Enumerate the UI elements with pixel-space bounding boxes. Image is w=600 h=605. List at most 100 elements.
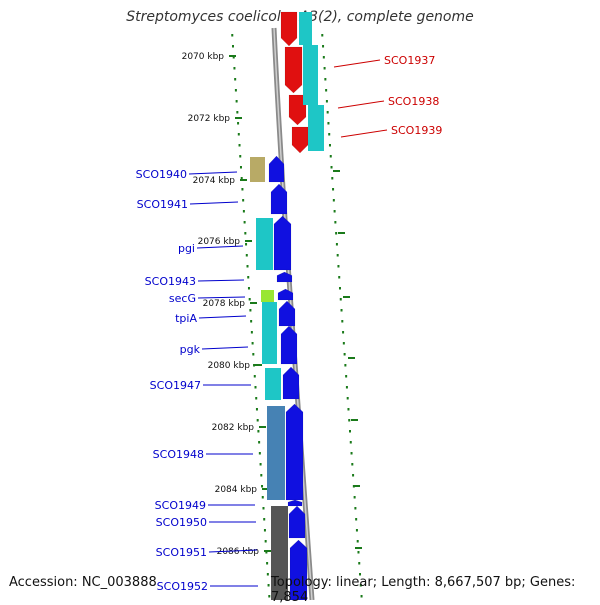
gene-leader-line [208, 549, 258, 553]
gene-arrow-forward [270, 183, 288, 215]
gene-leader-line [188, 171, 238, 175]
gene-arrow-forward [278, 300, 296, 327]
gene-label-sco1943[interactable]: SCO1943 [145, 275, 196, 288]
scale-dot-right [355, 529, 358, 532]
gene-label-secg[interactable]: secG [169, 292, 196, 305]
gene-label-sco1940[interactable]: SCO1940 [136, 168, 187, 181]
scale-dot [263, 529, 266, 532]
scale-dot [257, 430, 260, 433]
genome-summary-text: Topology: linear; Length: 8,667,507 bp; … [271, 575, 576, 605]
gene-label-sco1941[interactable]: SCO1941 [137, 198, 188, 211]
scale-dot [231, 34, 234, 37]
gene-label-tpia[interactable]: tpiA [175, 312, 197, 325]
accession-text: Accession: NC_003888 [9, 575, 157, 590]
gene-arrow-forward [280, 325, 298, 365]
gene-label-sco1947[interactable]: SCO1947 [150, 379, 201, 392]
scale-dot [251, 342, 254, 345]
scale-dot [267, 584, 270, 587]
scale-dot [253, 364, 256, 367]
scale-dot [263, 518, 266, 521]
scale-dot-right [349, 430, 351, 433]
scale-dot-right [330, 166, 333, 169]
gene-arrow-forward [285, 403, 304, 501]
scale-dot-right [359, 573, 362, 576]
scale-tick-label: 2076 kbp [198, 237, 241, 247]
scale-dot-right [355, 518, 358, 521]
gene-label-pgk[interactable]: pgk [180, 343, 201, 356]
gene-label-sco1951[interactable]: SCO1951 [156, 546, 207, 559]
gene-label-sco1948[interactable]: SCO1948 [153, 448, 204, 461]
gene-features [250, 11, 324, 600]
scale-dot-right [327, 122, 330, 125]
scale-dot-right [338, 287, 341, 290]
scale-dot [259, 463, 262, 466]
scale-dot [234, 78, 237, 81]
scale-dot-right [322, 45, 325, 48]
scale-dot-right [340, 309, 343, 312]
gene-leader-line [198, 315, 247, 319]
scale-dot-right [354, 507, 357, 510]
scale-dot-right [323, 67, 326, 70]
feature-block [256, 218, 273, 270]
scale-dot [253, 375, 256, 378]
gene-label-sco1949[interactable]: SCO1949 [155, 499, 206, 512]
scale-dot-right [357, 551, 360, 554]
scale-dot [241, 188, 244, 191]
scale-dot [247, 276, 250, 279]
gene-arrow-forward [277, 288, 294, 301]
gene-label-pgi[interactable]: pgi [178, 242, 195, 255]
gene-arrow-forward [289, 539, 308, 600]
gene-label-sco1952[interactable]: SCO1952 [157, 580, 208, 593]
scale-dot [245, 254, 248, 257]
scale-dot-right [347, 408, 350, 411]
scale-dot [232, 56, 235, 59]
scale-dot-right [332, 188, 335, 191]
scale-dot [258, 452, 261, 455]
scale-dot [237, 133, 240, 136]
scale-dot [240, 177, 243, 180]
scale-tick-label: 2080 kbp [208, 361, 251, 371]
scale-dot [248, 298, 251, 301]
gene-label-sco1937[interactable]: SCO1937 [384, 54, 435, 67]
scale-dot [234, 89, 237, 92]
gene-arrow-forward [268, 155, 285, 183]
gene-leader-line [333, 59, 381, 68]
scale-dot-right [341, 320, 344, 323]
scale-dot-right [349, 441, 352, 444]
scale-dot [265, 551, 268, 554]
feature-block [250, 157, 265, 182]
scale-tick-label: 2082 kbp [212, 423, 255, 433]
gene-arrow-reverse [280, 11, 298, 47]
feature-block [303, 45, 318, 105]
gene-arrow-forward [287, 499, 303, 507]
scale-dot-right [329, 155, 332, 158]
scale-dot [256, 419, 259, 422]
scale-dot [262, 507, 265, 510]
scale-ticks: 2070 kbp 2072 kbp 2074 kbp 2076 kbp 2078 kbp… [182, 34, 363, 598]
scale-dot [255, 397, 258, 400]
scale-dot-right [352, 474, 355, 477]
scale-dot [266, 562, 269, 565]
scale-dot [268, 595, 271, 598]
scale-dot-right [335, 243, 338, 246]
scale-dot [244, 232, 247, 235]
scale-dot [246, 265, 249, 268]
scale-tick-label: 2078 kbp [203, 299, 246, 309]
gene-label-sco1938[interactable]: SCO1938 [388, 95, 439, 108]
scale-dot [242, 199, 245, 202]
scale-dot-right [358, 562, 361, 565]
gene-label-sco1950[interactable]: SCO1950 [156, 516, 207, 529]
gene-label-sco1939[interactable]: SCO1939 [391, 124, 442, 137]
feature-block [267, 406, 285, 500]
feature-block [261, 290, 274, 302]
scale-dot [252, 353, 255, 356]
gene-arrow-forward [273, 215, 292, 271]
gene-leader-line [197, 279, 245, 282]
scale-dot [245, 243, 248, 246]
feature-block [271, 506, 288, 600]
feature-block [262, 302, 277, 364]
feature-block [299, 12, 312, 45]
scale-dot [260, 474, 263, 477]
scale-dot [258, 441, 261, 444]
